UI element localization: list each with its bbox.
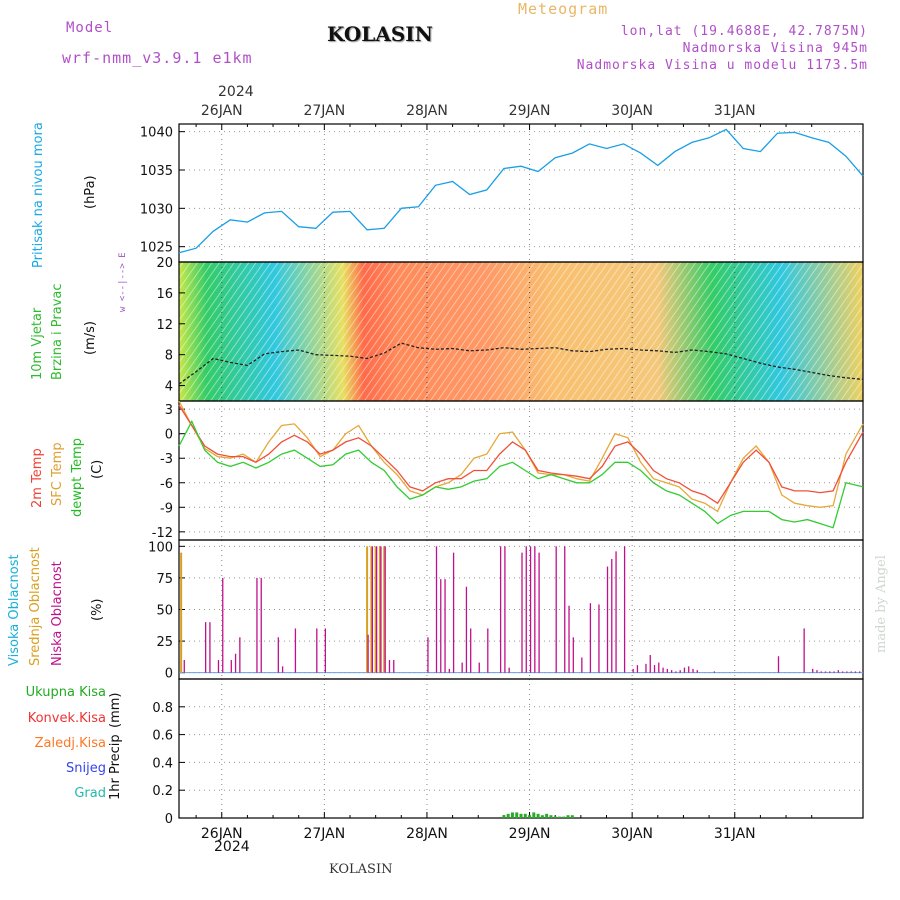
- precip-bar: [566, 815, 570, 818]
- y-tick-label: 1035: [140, 164, 173, 179]
- y-tick-label: -3: [160, 452, 173, 467]
- top-day-label: 29JAN: [509, 103, 551, 119]
- y-tick-label: 0.4: [152, 756, 173, 771]
- precip-bar: [553, 816, 557, 818]
- y-tick-label: 0: [165, 428, 173, 443]
- bottom-day-label: 28JAN: [406, 826, 448, 842]
- bottom-day-label: 31JAN: [714, 826, 756, 842]
- legend-frozen-rain: Zaledj.Kisa: [34, 736, 106, 751]
- y-tick-label: 8: [165, 349, 173, 364]
- pressure-line: [178, 128, 864, 254]
- wind-speed-line: [178, 342, 864, 385]
- legend-total-rain: Ukupna Kisa: [25, 685, 106, 700]
- precip-bar: [549, 815, 553, 818]
- y-tick-label: -6: [160, 477, 173, 492]
- meteogram-title: Meteogram: [518, 0, 609, 18]
- temp2m-line: [178, 404, 864, 505]
- legend-convective-rain: Konvek.Kisa: [27, 711, 106, 726]
- panel-frame: [178, 123, 864, 263]
- legend-hail: Grad: [74, 786, 106, 801]
- bottom-year-label: 2024: [214, 839, 250, 855]
- top-year-label: 2024: [218, 84, 254, 100]
- y-tick-label: 25: [156, 635, 173, 650]
- y-tick-label: 4: [165, 380, 173, 395]
- bottom-day-label: 30JAN: [611, 826, 653, 842]
- y-tick-label: 16: [156, 287, 173, 302]
- precip-bar: [515, 812, 519, 818]
- y-tick-label: -12: [152, 526, 173, 541]
- precip-bar: [510, 812, 514, 818]
- panel-frame: [178, 400, 864, 541]
- precip-bar: [502, 815, 506, 818]
- panel-frame: [178, 539, 864, 680]
- elevation-model-text: Nadmorska Visina u modelu 1173.5m: [576, 58, 868, 73]
- precip-bar: [523, 813, 527, 818]
- station-title: KOLASIN: [327, 22, 433, 46]
- top-day-label: 27JAN: [303, 103, 345, 119]
- y-tick-label: 75: [156, 572, 173, 587]
- bottom-day-label: 26JAN: [201, 826, 243, 842]
- top-day-label: 30JAN: [611, 103, 653, 119]
- legend-snow: Snijeg: [66, 761, 106, 776]
- sfc-temp-line: [178, 400, 864, 513]
- precip-bar: [536, 813, 540, 818]
- precip-bar: [506, 813, 510, 818]
- top-day-label: 26JAN: [201, 103, 243, 119]
- precip-bar: [532, 812, 536, 818]
- bottom-day-label: 27JAN: [303, 826, 345, 842]
- dewpt-temp-line: [178, 419, 864, 529]
- model-name: wrf-nmm_v3.9.1 e1km: [62, 49, 253, 67]
- precip-bar: [528, 815, 532, 818]
- precip-bar: [557, 816, 561, 818]
- y-tick-label: 0.8: [152, 701, 173, 716]
- footer-station: KOLASIN: [329, 862, 393, 877]
- precip-bar: [540, 815, 544, 818]
- y-tick-label: 0.6: [152, 729, 173, 744]
- y-tick-label: 50: [156, 604, 173, 619]
- top-day-label: 28JAN: [406, 103, 448, 119]
- precip-bar: [570, 815, 574, 818]
- y-tick-label: 1025: [140, 241, 173, 256]
- y-tick-label: 0: [165, 667, 173, 682]
- y-tick-label: 1040: [140, 126, 173, 141]
- elevation-text: Nadmorska Visina 945m: [682, 41, 868, 56]
- y-tick-label: 0: [165, 812, 173, 827]
- precip-bar: [545, 813, 549, 818]
- top-day-label: 31JAN: [714, 103, 756, 119]
- precip-bar: [519, 813, 523, 818]
- wind-barbs-hatch: [179, 262, 863, 401]
- y-tick-label: 1030: [140, 202, 173, 217]
- y-tick-label: 3: [165, 403, 173, 418]
- bottom-day-label: 29JAN: [509, 826, 551, 842]
- y-tick-label: 0.2: [152, 784, 173, 799]
- lonlat-text: lon,lat (19.4688E, 42.7875N): [620, 24, 868, 39]
- model-label: Model: [66, 20, 114, 36]
- y-tick-label: -9: [160, 501, 173, 516]
- panel-frame: [178, 678, 864, 819]
- y-tick-label: 100: [148, 540, 173, 555]
- precip-bar: [562, 816, 566, 818]
- y-tick-label: 20: [156, 256, 173, 271]
- y-tick-label: 12: [156, 318, 173, 333]
